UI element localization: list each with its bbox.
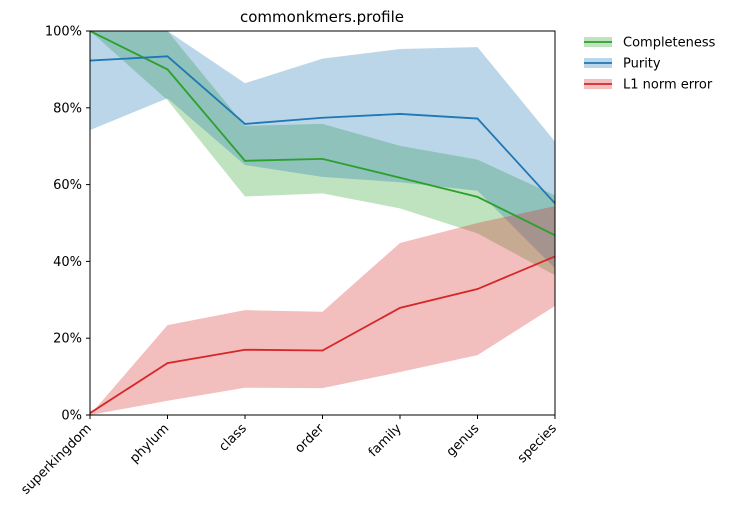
completeness-point: [399, 176, 401, 179]
confidence-bands: [90, 31, 555, 415]
purity-legend-label: Purity: [623, 57, 661, 72]
y-tick-label: 40%: [53, 255, 82, 270]
x-tick-label: superkingdom: [18, 421, 94, 497]
purity-point: [166, 55, 169, 58]
legend: Completeness Purity L1 norm error: [584, 36, 716, 93]
purity-point: [321, 116, 324, 119]
completeness-point: [476, 195, 479, 198]
y-tick-label: 60%: [53, 178, 82, 193]
purity-point: [476, 117, 479, 120]
y-tick-label: 20%: [53, 332, 82, 347]
chart-title: commonkmers.profile: [240, 8, 404, 26]
completeness-point: [244, 159, 246, 162]
l1-norm-error-point: [476, 288, 479, 290]
completeness-legend-label: Completeness: [623, 36, 716, 51]
y-tick-label: 0%: [61, 409, 82, 424]
purity-point: [244, 123, 246, 125]
l1-norm-error-point: [166, 362, 169, 365]
x-tick-label: class: [216, 421, 250, 455]
l1-norm-error-band: [90, 206, 555, 415]
x-tick-label: order: [292, 421, 328, 457]
x-tick-label: phylum: [127, 421, 172, 466]
completeness-point: [166, 68, 169, 71]
x-tick-label: genus: [444, 421, 483, 460]
l1-norm-error-point: [321, 349, 324, 352]
l1-norm-error-legend-label: L1 norm error: [623, 78, 713, 93]
x-tick-label: species: [515, 421, 560, 466]
y-tick-label: 80%: [53, 101, 82, 116]
y-tick-label: 100%: [45, 25, 82, 40]
l1-norm-error-point: [399, 306, 401, 309]
l1-norm-error-point: [244, 348, 246, 351]
completeness-point: [321, 157, 324, 160]
purity-point: [399, 113, 401, 115]
completeness-band: [90, 31, 555, 276]
x-tick-label: family: [366, 421, 405, 460]
series-lines: [90, 31, 555, 414]
